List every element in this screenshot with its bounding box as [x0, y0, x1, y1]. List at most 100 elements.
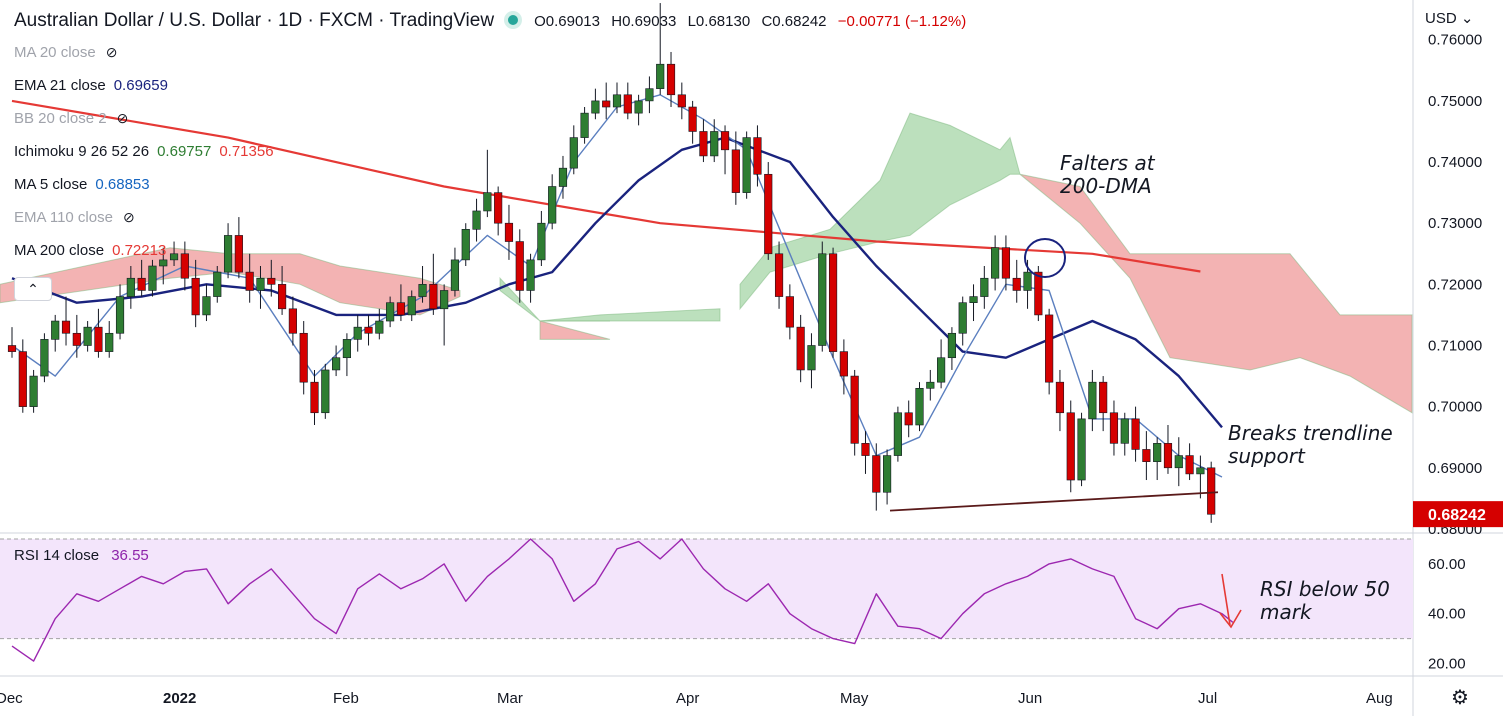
- candle-body: [720, 131, 730, 151]
- candle-body: [321, 369, 330, 414]
- candle: [375, 308, 384, 340]
- hidden-eye-icon[interactable]: ⊘: [105, 44, 118, 60]
- candle-body: [980, 277, 989, 297]
- candle: [915, 382, 924, 432]
- candle: [429, 253, 438, 315]
- legend-item-value: 0.72213: [112, 242, 167, 259]
- price-tick-label: 0.70000: [1428, 399, 1482, 416]
- legend-item[interactable]: BB 20 close 2 ⊘: [14, 110, 128, 127]
- candle: [710, 119, 719, 163]
- candle: [1120, 412, 1129, 456]
- candle: [472, 198, 481, 242]
- candle: [40, 333, 49, 383]
- candle: [105, 321, 114, 358]
- candle: [61, 296, 71, 346]
- hidden-eye-icon[interactable]: ⊘: [122, 209, 135, 225]
- candle-body: [386, 302, 395, 322]
- legend-item[interactable]: MA 20 close ⊘: [14, 44, 117, 61]
- candle: [234, 217, 243, 279]
- candle-body: [839, 351, 848, 377]
- candle: [504, 204, 514, 260]
- price-tick-label: 0.76000: [1428, 32, 1482, 49]
- legend-item[interactable]: MA 5 close 0.68853: [14, 176, 150, 193]
- candle-body: [731, 149, 740, 193]
- candle: [774, 241, 784, 309]
- candle-body: [29, 375, 38, 407]
- currency-select[interactable]: USD ⌄: [1425, 9, 1473, 27]
- legend-item-label: EMA 21 close: [14, 77, 106, 94]
- rsi-tick-label: 40.00: [1428, 606, 1466, 623]
- candle-body: [1045, 314, 1054, 383]
- candle-body: [1163, 443, 1173, 469]
- candle-body: [450, 259, 460, 291]
- candle-body: [915, 387, 924, 426]
- candle-body: [591, 100, 600, 114]
- candle-body: [1185, 455, 1194, 475]
- time-tick-label: Mar: [497, 690, 523, 707]
- candle-body: [548, 186, 557, 224]
- candle: [353, 314, 362, 352]
- candle: [1055, 369, 1065, 432]
- candle: [321, 363, 330, 419]
- chart-header: Australian Dollar / U.S. Dollar · 1D · F…: [14, 10, 966, 32]
- candle: [191, 259, 200, 328]
- candle: [969, 284, 978, 322]
- candle: [991, 235, 1000, 291]
- candle: [807, 333, 816, 389]
- candle-body: [364, 326, 373, 334]
- currency-label: USD: [1425, 10, 1457, 27]
- candle: [461, 223, 470, 266]
- gear-icon[interactable]: ⚙: [1451, 687, 1469, 709]
- candle: [126, 266, 135, 309]
- candle: [332, 345, 341, 377]
- candle: [796, 314, 805, 383]
- candle: [440, 284, 449, 346]
- candle: [483, 149, 492, 218]
- candle-body: [1099, 381, 1108, 414]
- candle-body: [1001, 247, 1011, 279]
- candle-body: [267, 277, 276, 285]
- legend-item[interactable]: Ichimoku 9 26 52 26 0.69757 0.71356: [14, 143, 274, 160]
- candle: [720, 125, 730, 175]
- candle: [18, 339, 27, 413]
- candle-body: [245, 271, 254, 291]
- candle: [1077, 412, 1086, 487]
- time-tick-label: Feb: [333, 690, 359, 707]
- candle: [1142, 431, 1151, 481]
- candle-body: [115, 296, 125, 334]
- candle-body: [537, 222, 546, 261]
- collapse-legend-button[interactable]: ⌃: [14, 277, 52, 301]
- legend-item[interactable]: EMA 21 close 0.69659: [14, 77, 168, 94]
- candle: [396, 284, 406, 322]
- candle-body: [504, 222, 514, 242]
- hidden-eye-icon[interactable]: ⊘: [116, 110, 129, 126]
- candle-body: [148, 265, 157, 291]
- legend-item[interactable]: MA 200 close 0.72213: [14, 242, 166, 259]
- candle: [1045, 308, 1054, 395]
- candle: [29, 369, 38, 413]
- legend-item[interactable]: EMA 110 close ⊘: [14, 209, 135, 226]
- price-tick-label: 0.69000: [1428, 460, 1482, 477]
- candle-body: [969, 296, 978, 303]
- candle: [137, 259, 146, 297]
- candle: [418, 266, 427, 303]
- candle-body: [159, 259, 168, 267]
- rsi-legend: RSI 14 close 36.55: [14, 547, 149, 564]
- candle-body: [202, 296, 211, 316]
- candle-body: [83, 326, 92, 346]
- candle: [1196, 455, 1205, 499]
- legend-item-value: 0.69659: [113, 77, 168, 94]
- candle-body: [461, 229, 470, 261]
- candle-body: [699, 131, 708, 157]
- candle: [245, 253, 254, 303]
- rsi-line: [11, 538, 1234, 662]
- candle: [937, 339, 946, 389]
- rsi-tick-label: 20.00: [1428, 656, 1466, 673]
- candle-body: [688, 106, 697, 132]
- candle-body: [515, 241, 524, 291]
- candle: [742, 131, 751, 199]
- candle-body: [256, 277, 265, 291]
- rsi-legend-value: 36.55: [111, 547, 149, 564]
- candle: [310, 369, 319, 425]
